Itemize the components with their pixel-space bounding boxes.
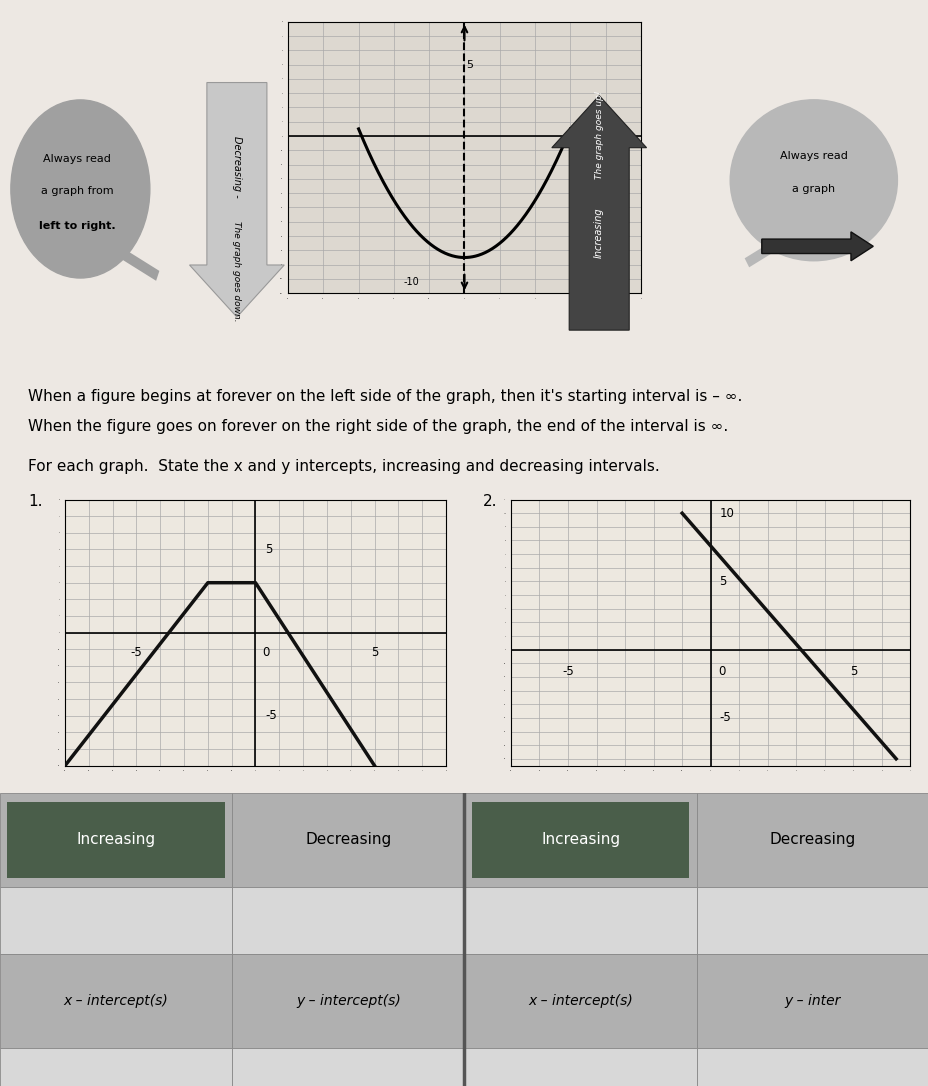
FancyBboxPatch shape <box>464 793 696 886</box>
Text: left to right.: left to right. <box>39 220 115 231</box>
FancyBboxPatch shape <box>239 801 457 877</box>
Text: When a figure begins at forever on the left side of the graph, then it's startin: When a figure begins at forever on the l… <box>28 389 741 404</box>
FancyBboxPatch shape <box>464 1048 696 1086</box>
FancyBboxPatch shape <box>464 886 696 954</box>
Text: For each graph.  State the x and y intercepts, increasing and decreasing interva: For each graph. State the x and y interc… <box>28 459 659 475</box>
FancyBboxPatch shape <box>696 793 928 886</box>
FancyBboxPatch shape <box>232 1048 464 1086</box>
FancyArrow shape <box>744 238 781 267</box>
Text: Decreasing -: Decreasing - <box>232 137 241 198</box>
Text: 5: 5 <box>466 60 472 70</box>
Text: -5: -5 <box>264 709 277 722</box>
Text: When the figure goes on forever on the right side of the graph, the end of the i: When the figure goes on forever on the r… <box>28 419 728 434</box>
Text: -10: -10 <box>404 277 419 287</box>
Text: x – intercept(s): x – intercept(s) <box>64 994 168 1008</box>
Text: 5: 5 <box>849 665 857 678</box>
Text: Increasing: Increasing <box>594 207 603 257</box>
Text: The graph goes up!: The graph goes up! <box>594 90 603 179</box>
Text: a graph from: a graph from <box>41 186 113 197</box>
Text: Decreasing: Decreasing <box>769 832 855 847</box>
Text: The graph goes down.: The graph goes down. <box>232 222 241 321</box>
Ellipse shape <box>729 100 896 261</box>
Ellipse shape <box>11 100 149 278</box>
FancyBboxPatch shape <box>696 1048 928 1086</box>
FancyBboxPatch shape <box>7 801 225 877</box>
Text: 5: 5 <box>718 574 726 588</box>
FancyArrow shape <box>122 249 160 281</box>
Text: 5: 5 <box>370 646 378 659</box>
Text: 5: 5 <box>264 543 272 556</box>
Text: 5: 5 <box>595 123 601 132</box>
FancyBboxPatch shape <box>0 954 232 1048</box>
Text: 0: 0 <box>263 646 270 659</box>
FancyArrow shape <box>551 96 646 330</box>
Text: a graph: a graph <box>792 184 834 193</box>
FancyBboxPatch shape <box>232 793 464 886</box>
FancyBboxPatch shape <box>0 793 232 886</box>
Text: Always read: Always read <box>44 153 111 164</box>
FancyBboxPatch shape <box>232 954 464 1048</box>
Text: -5: -5 <box>561 665 574 678</box>
FancyBboxPatch shape <box>703 801 921 877</box>
FancyBboxPatch shape <box>464 954 696 1048</box>
FancyArrow shape <box>189 83 284 317</box>
Text: 1.: 1. <box>28 494 43 509</box>
Text: Increasing: Increasing <box>540 832 620 847</box>
FancyBboxPatch shape <box>471 801 689 877</box>
FancyBboxPatch shape <box>696 886 928 954</box>
Text: Increasing: Increasing <box>76 832 156 847</box>
Text: y – intercept(s): y – intercept(s) <box>296 994 400 1008</box>
FancyArrow shape <box>761 232 872 261</box>
Text: 10: 10 <box>718 507 733 520</box>
Text: -5: -5 <box>131 646 142 659</box>
Text: Always read: Always read <box>779 151 847 161</box>
Text: y – inter: y – inter <box>784 994 840 1008</box>
Text: -5: -5 <box>718 711 730 724</box>
Text: 2.: 2. <box>483 494 497 509</box>
Text: 0: 0 <box>717 665 725 678</box>
FancyBboxPatch shape <box>0 886 232 954</box>
Text: x – intercept(s): x – intercept(s) <box>528 994 632 1008</box>
FancyBboxPatch shape <box>0 1048 232 1086</box>
FancyBboxPatch shape <box>696 954 928 1048</box>
FancyBboxPatch shape <box>232 886 464 954</box>
Text: Decreasing: Decreasing <box>305 832 391 847</box>
